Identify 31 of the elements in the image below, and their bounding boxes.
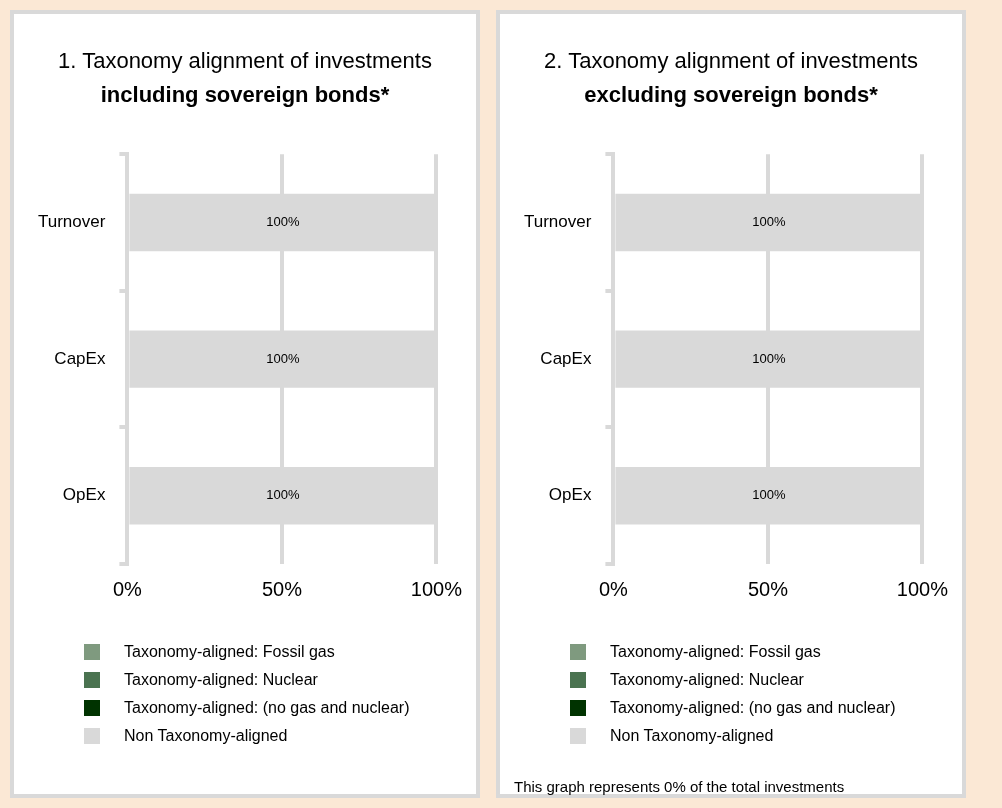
x-tick-label: 0%: [598, 577, 629, 600]
legend-label: Non Taxonomy-aligned: [610, 727, 774, 745]
y-tick-label: OpEx: [62, 485, 106, 505]
y-tick-label: CapEx: [540, 348, 592, 368]
y-tick-label: CapEx: [54, 348, 106, 368]
y-tick-label: OpEx: [548, 485, 592, 505]
text: This graph represents 0% of the total investments: [513, 777, 846, 795]
legend-label: Taxonomy-aligned: Nuclear: [124, 671, 318, 689]
x-tick-label: 50%: [747, 577, 789, 600]
x-tick-label: 50%: [261, 577, 303, 600]
chart-subtitle: excluding sovereign bonds*: [583, 81, 879, 109]
data-label: 100%: [266, 487, 300, 503]
y-tick-label: Turnover: [37, 212, 106, 232]
chart-title: 1. Taxonomy alignment of investments: [57, 47, 433, 75]
legend-label: Non Taxonomy-aligned: [124, 727, 288, 745]
data-label: 100%: [752, 214, 786, 230]
legend-label: Taxonomy-aligned: (no gas and nuclear): [124, 699, 410, 717]
data-label: 100%: [266, 214, 300, 230]
x-tick-label: 0%: [112, 577, 143, 600]
y-tick-label: Turnover: [523, 212, 592, 232]
chart-title: 2. Taxonomy alignment of investments: [543, 47, 919, 75]
data-label: 100%: [752, 350, 786, 366]
data-label: 100%: [752, 487, 786, 503]
x-tick-label: 100%: [410, 577, 463, 600]
legend-label: Taxonomy-aligned: Fossil gas: [610, 643, 821, 661]
x-tick-label: 100%: [896, 577, 949, 600]
data-label: 100%: [266, 350, 300, 366]
legend-label: Taxonomy-aligned: (no gas and nuclear): [610, 699, 896, 717]
legend-label: Taxonomy-aligned: Fossil gas: [124, 643, 335, 661]
legend-label: Taxonomy-aligned: Nuclear: [610, 671, 804, 689]
chart-subtitle: including sovereign bonds*: [99, 81, 391, 109]
